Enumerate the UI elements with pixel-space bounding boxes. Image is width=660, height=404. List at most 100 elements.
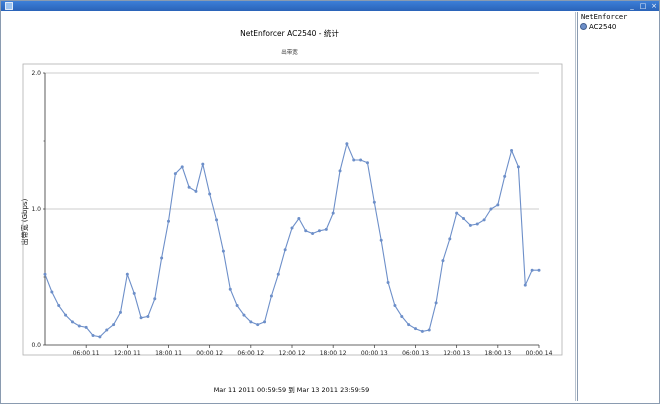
data-point bbox=[468, 223, 472, 227]
data-point bbox=[503, 174, 507, 178]
data-point bbox=[386, 280, 390, 284]
data-point bbox=[180, 165, 184, 169]
data-point bbox=[228, 287, 232, 291]
app-icon bbox=[5, 2, 13, 10]
data-point bbox=[290, 226, 294, 230]
legend-item[interactable]: AC2540 bbox=[580, 22, 616, 31]
data-point bbox=[372, 200, 376, 204]
data-point bbox=[98, 335, 102, 339]
data-point bbox=[455, 211, 459, 215]
x-tick-label: 12:00 11 bbox=[114, 350, 141, 357]
data-point bbox=[84, 325, 88, 329]
data-point bbox=[359, 158, 363, 162]
data-point bbox=[187, 185, 191, 189]
data-point bbox=[118, 310, 122, 314]
y-tick-label: 1.0 bbox=[31, 206, 41, 213]
data-point bbox=[352, 158, 356, 162]
maximize-icon[interactable]: □ bbox=[639, 2, 647, 10]
data-point bbox=[283, 248, 287, 252]
data-point bbox=[448, 237, 452, 241]
data-point bbox=[64, 313, 68, 317]
data-point bbox=[112, 323, 116, 327]
series-line bbox=[44, 141, 539, 338]
chart-panel: NetEnforcer AC2540 - 统计 出带宽 出带宽 (Gbps) 0… bbox=[4, 12, 576, 401]
data-point bbox=[194, 189, 198, 193]
x-tick-label: 00:00 14 bbox=[526, 350, 553, 357]
line-chart: 0.0 1.0 2.0 06:00 11 12:00 11 18:00 11 00:00 1… bbox=[22, 63, 563, 357]
y-tick-label: 2.0 bbox=[31, 70, 41, 77]
x-tick-label: 00:00 13 bbox=[361, 350, 388, 357]
data-point bbox=[331, 211, 335, 215]
data-point bbox=[365, 161, 369, 165]
x-tick-label: 06:00 12 bbox=[237, 350, 264, 357]
y-tick-label: 0.0 bbox=[31, 342, 41, 349]
title-bar[interactable]: _ □ × bbox=[1, 1, 659, 11]
chart-title: NetEnforcer AC2540 - 统计 bbox=[240, 29, 339, 38]
x-tick-label: 06:00 11 bbox=[73, 350, 100, 357]
data-point bbox=[249, 320, 253, 324]
data-point bbox=[201, 162, 205, 166]
data-point bbox=[537, 268, 541, 272]
data-point bbox=[153, 297, 157, 301]
data-point bbox=[167, 219, 170, 223]
data-point bbox=[242, 313, 246, 317]
x-tick-label: 12:00 13 bbox=[443, 350, 470, 357]
legend-panel: NetEnforcer AC2540 bbox=[577, 12, 659, 401]
data-point bbox=[160, 256, 164, 260]
data-point bbox=[393, 304, 397, 308]
data-point bbox=[482, 218, 486, 222]
data-point bbox=[420, 329, 424, 333]
minimize-icon[interactable]: _ bbox=[630, 2, 634, 10]
data-point bbox=[263, 320, 267, 324]
data-point bbox=[215, 218, 219, 222]
data-point bbox=[50, 290, 54, 294]
data-point bbox=[235, 304, 239, 308]
data-point bbox=[434, 301, 438, 305]
data-point bbox=[523, 283, 527, 287]
data-point bbox=[125, 272, 129, 276]
data-point bbox=[516, 165, 520, 169]
data-point bbox=[317, 229, 321, 233]
data-point bbox=[297, 217, 301, 221]
data-point bbox=[43, 272, 47, 276]
data-point bbox=[441, 259, 445, 263]
data-point bbox=[496, 203, 500, 207]
data-point bbox=[338, 169, 342, 173]
data-point bbox=[407, 323, 411, 327]
data-point bbox=[400, 314, 404, 318]
chart-subtitle: 出带宽 bbox=[281, 50, 298, 56]
data-point bbox=[311, 231, 315, 235]
data-point bbox=[256, 323, 260, 327]
legend-title: NetEnforcer bbox=[581, 13, 628, 21]
x-tick-label: 18:00 11 bbox=[155, 350, 182, 357]
x-tick-label: 06:00 13 bbox=[402, 350, 429, 357]
data-point bbox=[489, 207, 493, 211]
series-swatch-icon bbox=[580, 23, 587, 30]
data-point bbox=[304, 229, 308, 233]
data-point bbox=[173, 172, 177, 176]
close-icon[interactable]: × bbox=[651, 2, 657, 10]
data-point bbox=[530, 268, 534, 272]
data-point bbox=[77, 324, 81, 328]
data-point bbox=[57, 304, 61, 308]
data-point bbox=[105, 328, 109, 332]
legend-label: AC2540 bbox=[589, 22, 617, 31]
data-point bbox=[70, 320, 74, 324]
data-point bbox=[414, 327, 417, 331]
data-point bbox=[324, 227, 328, 231]
data-point bbox=[345, 142, 349, 146]
date-range-text: Mar 11 2011 00:59:59 到 Mar 13 2011 23:59… bbox=[213, 386, 370, 394]
x-tick-label: 12:00 12 bbox=[279, 350, 306, 357]
data-point bbox=[379, 238, 383, 242]
data-point bbox=[269, 294, 273, 298]
plot-frame bbox=[22, 63, 563, 356]
x-tick-label: 00:00 12 bbox=[196, 350, 223, 357]
data-point bbox=[462, 217, 466, 221]
x-tick-label: 18:00 13 bbox=[484, 350, 511, 357]
data-point bbox=[221, 249, 225, 253]
data-point bbox=[132, 291, 136, 295]
data-point bbox=[91, 333, 95, 337]
data-point bbox=[510, 149, 514, 153]
data-point bbox=[475, 222, 479, 226]
